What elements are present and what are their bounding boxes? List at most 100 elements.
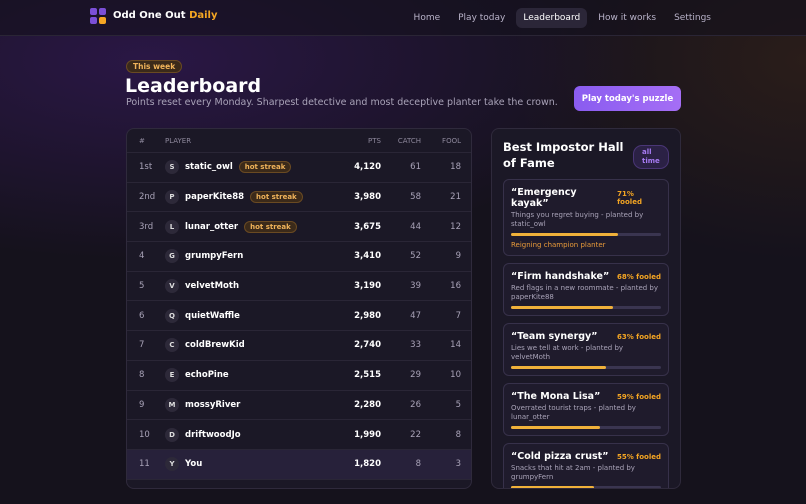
rank: 9: [139, 399, 145, 410]
fooled-label: 63% fooled: [616, 332, 661, 341]
quote: “Emergency kayak”: [511, 187, 577, 209]
avatar: E: [165, 368, 179, 383]
catch: 58: [410, 192, 421, 203]
fool: 16: [450, 281, 461, 292]
rank: 4: [139, 251, 145, 262]
progress-fill: [511, 306, 613, 309]
avatar: G: [165, 249, 179, 264]
brand: Odd One Out Daily: [113, 10, 218, 21]
rank: 7: [139, 340, 145, 351]
page-title: Leaderboard: [125, 75, 262, 97]
rank: 10: [139, 429, 150, 440]
player-name: lunar_otter: [185, 221, 239, 232]
column-header: CATCH: [397, 136, 421, 145]
quote: “Cold pizza crust”: [511, 451, 609, 462]
fool: 9: [455, 251, 461, 262]
points: 2,280: [354, 399, 381, 410]
avatar: V: [165, 279, 179, 294]
description: Snacks that hit at 2am - planted by grum…: [511, 464, 635, 481]
points: 2,515: [354, 370, 381, 381]
catch: 47: [410, 310, 421, 321]
table-header: # PLAYER PTS CATCH FOOL: [127, 129, 471, 153]
progress-track: [511, 306, 661, 309]
fool: 10: [450, 370, 461, 381]
nav-link[interactable]: Leaderboard: [516, 8, 588, 28]
catch: 33: [410, 340, 421, 351]
progress-fill: [511, 486, 594, 488]
fool: 8: [455, 429, 461, 440]
avatar: M: [165, 397, 179, 412]
fooled-label: 59% fooled: [616, 392, 661, 401]
player-name: grumpyFern: [185, 251, 244, 262]
points: 1,990: [354, 429, 381, 440]
play-button[interactable]: Play today's puzzle: [574, 86, 681, 111]
avatar: S: [165, 160, 179, 175]
logo: [90, 8, 107, 25]
nav-link[interactable]: Home: [413, 13, 441, 23]
streak-tag: hot streak: [238, 161, 292, 174]
card-header: “Firm handshake” 68% fooled: [511, 271, 661, 282]
description: Red flags in a new roommate - planted by…: [511, 284, 659, 301]
player-name: coldBrewKid: [185, 340, 245, 351]
avatar: P: [165, 190, 179, 205]
rank: 5: [139, 281, 145, 292]
points: 2,740: [354, 340, 381, 351]
player-name: You: [185, 459, 203, 470]
description: Overrated tourist traps - planted by lun…: [511, 404, 636, 421]
points: 3,410: [354, 251, 381, 262]
rank: 11: [139, 459, 150, 470]
player-name: driftwoodJo: [185, 429, 241, 440]
hall-cards: “Emergency kayak” 71% fooled Things you re…: [503, 179, 669, 488]
player-name: mossyRiver: [185, 399, 241, 410]
avatar: D: [165, 427, 179, 442]
points: 3,190: [354, 281, 381, 292]
fooled-label: 68% fooled: [616, 272, 661, 281]
nav-link[interactable]: Settings: [674, 13, 711, 23]
nav-link[interactable]: How it works: [598, 13, 657, 23]
points: 3,675: [354, 221, 381, 232]
avatar: Y: [165, 457, 179, 472]
description: Things you regret buying - planted by st…: [511, 211, 644, 228]
rank: 3rd: [139, 221, 154, 232]
points: 4,120: [354, 162, 381, 173]
progress-fill: [511, 366, 606, 369]
quote: “Team synergy”: [511, 331, 598, 342]
points: 2,980: [354, 310, 381, 321]
nav-link[interactable]: Play today: [458, 13, 506, 23]
catch: 22: [410, 429, 421, 440]
column-header: PLAYER: [165, 136, 192, 145]
rank: 8: [139, 370, 145, 381]
column-header: #: [139, 136, 145, 145]
fool: 3: [455, 459, 461, 470]
brand-accent: Daily: [189, 10, 218, 21]
fool: 7: [455, 310, 461, 321]
rank: 2nd: [139, 192, 156, 203]
progress-fill: [511, 426, 600, 429]
catch: 52: [410, 251, 421, 262]
rank: 1st: [139, 162, 153, 173]
catch: 8: [415, 459, 421, 470]
hall-badge: all time: [633, 145, 669, 169]
player-name: echoPine: [185, 370, 229, 381]
card-header: “Team synergy” 63% fooled: [511, 331, 661, 342]
quote: “Firm handshake”: [511, 271, 610, 282]
hall-title: Best Impostor Hall of Fame: [503, 140, 624, 170]
subtitle: Points reset every Monday. Sharpest dete…: [126, 97, 558, 108]
progress-track: [511, 366, 661, 369]
progress-track: [511, 426, 661, 429]
